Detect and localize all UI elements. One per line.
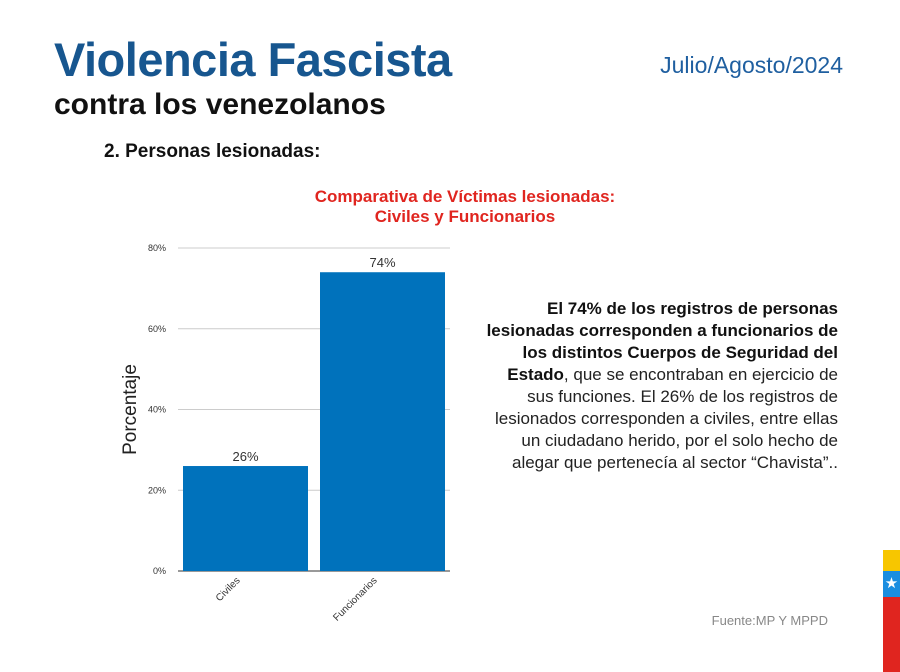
category-label: Funcionarios [331,575,379,623]
description-bold: El 74% de los registros de personas lesi… [486,299,838,384]
report-date: Julio/Agosto/2024 [660,52,843,78]
section-heading: 2. Personas lesionadas: [104,141,321,162]
y-axis-label: Porcentaje [120,364,141,455]
flag-stripe-yellow [883,550,900,571]
bar-funcionarios [320,272,445,571]
chart-title-line2: Civiles y Funcionarios [374,207,556,226]
description-text: El 74% de los registros de personas lesi… [478,298,838,474]
y-tick-label: 40% [148,405,166,415]
y-tick-label: 80% [148,243,166,253]
y-tick-label: 20% [148,485,166,495]
description-normal: , que se encontraban en ejercicio de sus… [494,365,838,472]
category-label: Civiles [214,575,243,604]
flag-stripe-red [883,597,900,672]
source-note: Fuente:MP Y MPPD [711,613,828,628]
flag-stripe-blue: ★ [883,571,900,597]
data-label: 26% [232,449,258,464]
page-subtitle: contra los venezolanos [54,88,386,121]
page-title: Violencia Fascista [54,33,452,86]
y-tick-label: 0% [153,566,166,576]
chart-title-line1: Comparativa de Víctimas lesionadas: [314,187,616,206]
star-icon: ★ [884,575,899,592]
bar-civiles [183,466,308,571]
data-label: 74% [369,255,395,270]
y-tick-label: 60% [148,324,166,334]
